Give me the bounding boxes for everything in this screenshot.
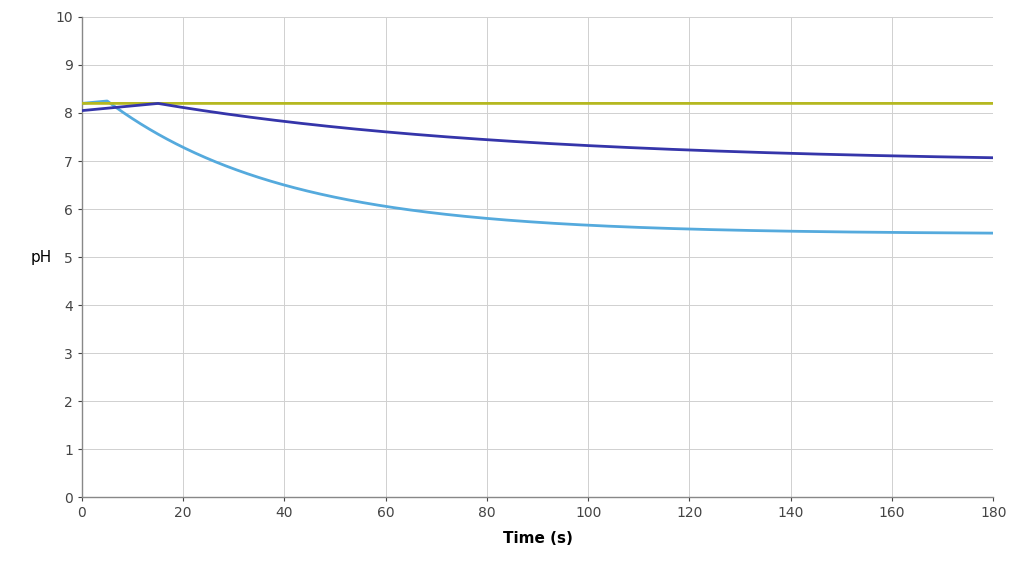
X-axis label: Time (s): Time (s) xyxy=(503,531,572,546)
Y-axis label: pH: pH xyxy=(31,250,52,264)
